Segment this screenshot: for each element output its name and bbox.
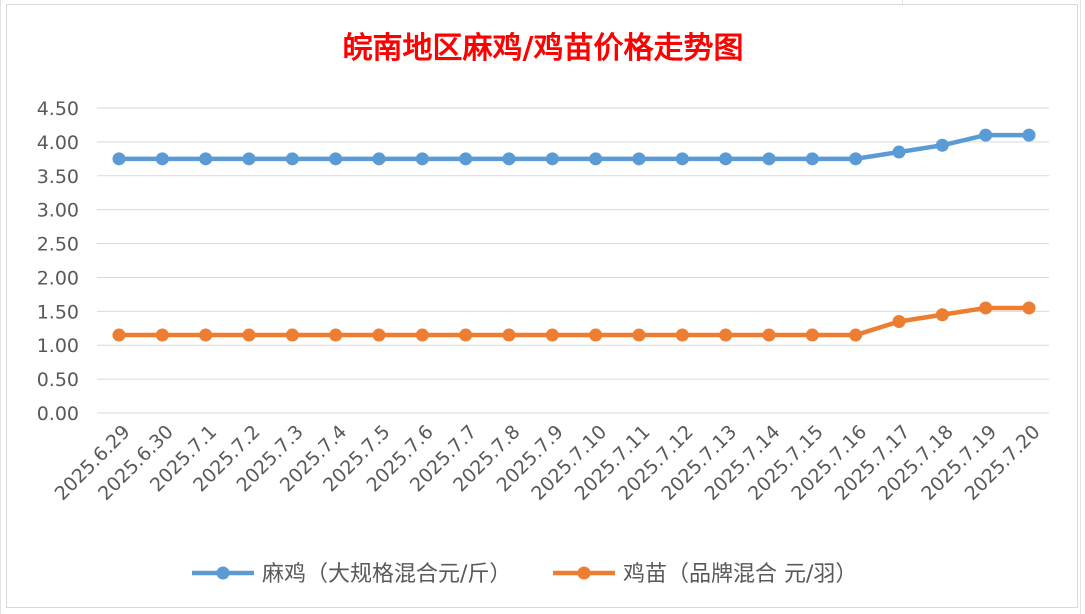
data-point (589, 152, 603, 166)
data-point (285, 328, 299, 342)
data-point (719, 328, 733, 342)
data-point (849, 328, 863, 342)
data-point (372, 328, 386, 342)
chart-title: 皖南地区麻鸡/鸡苗价格走势图 (343, 31, 744, 66)
sheet-gridline (902, 0, 903, 6)
data-point (242, 152, 256, 166)
data-point (112, 152, 126, 166)
data-point (502, 152, 516, 166)
data-point (112, 328, 126, 342)
data-point (1022, 128, 1036, 142)
grid-lines (97, 107, 1049, 414)
data-point (719, 152, 733, 166)
x-axis-tick-labels: 2025.6.292025.6.302025.7.12025.7.22025.7… (51, 421, 1045, 505)
legend-label: 麻鸡（大规格混合元/斤） (262, 562, 511, 587)
legend-marker (577, 566, 591, 580)
data-point (805, 328, 819, 342)
data-point (762, 328, 776, 342)
data-point (372, 152, 386, 166)
y-tick-label: 2.00 (37, 267, 79, 289)
y-tick-label: 3.50 (37, 166, 79, 188)
data-point (892, 145, 906, 159)
data-point (1022, 301, 1036, 315)
data-point (502, 328, 516, 342)
data-point (329, 328, 343, 342)
legend-marker (216, 566, 230, 580)
data-point (329, 152, 343, 166)
data-point (155, 152, 169, 166)
data-point (935, 138, 949, 152)
data-point (199, 152, 213, 166)
y-tick-label: 1.00 (37, 335, 79, 357)
chart-area[interactable]: 皖南地区麻鸡/鸡苗价格走势图 0.00 0.50 1.00 1.50 2.00 2.50 3… (6, 4, 1078, 608)
data-point (632, 328, 646, 342)
data-point (979, 301, 993, 315)
y-axis-tick-labels: 0.00 0.50 1.00 1.50 2.00 2.50 3.00 3.50 4.00 4.50 (37, 98, 79, 425)
data-point (415, 328, 429, 342)
series-line (119, 132, 1029, 162)
data-point (199, 328, 213, 342)
legend-label: 鸡苗（品牌混合 元/羽） (623, 562, 857, 587)
data-point (589, 328, 603, 342)
sheet-gridline (1080, 0, 1081, 614)
data-point (892, 315, 906, 328)
data-point (155, 328, 169, 342)
data-point (545, 152, 559, 166)
y-tick-label: 2.50 (37, 234, 79, 256)
data-point (935, 308, 949, 322)
data-point (632, 152, 646, 166)
data-point (415, 152, 429, 166)
legend: 麻鸡（大规格混合元/斤） 鸡苗（品牌混合 元/羽） (192, 562, 857, 587)
data-point (459, 328, 473, 342)
data-point (762, 152, 776, 166)
y-tick-label: 3.00 (37, 200, 79, 222)
data-point (545, 328, 559, 342)
y-tick-label: 1.50 (37, 301, 79, 323)
series-lines (112, 128, 1036, 342)
line-chart: 皖南地区麻鸡/鸡苗价格走势图 0.00 0.50 1.00 1.50 2.00 2.50 3… (37, 31, 1049, 587)
y-tick-label: 4.50 (37, 98, 79, 120)
sheet-gridline (0, 0, 1, 614)
data-point (675, 328, 689, 342)
data-point (459, 152, 473, 166)
data-point (675, 152, 689, 166)
data-point (805, 152, 819, 166)
y-tick-label: 0.00 (37, 403, 79, 425)
data-point (849, 152, 863, 166)
series-line (119, 305, 1029, 338)
data-point (979, 128, 993, 142)
y-tick-label: 0.50 (37, 369, 79, 391)
data-point (285, 152, 299, 166)
y-tick-label: 4.00 (37, 132, 79, 154)
data-point (242, 328, 256, 342)
